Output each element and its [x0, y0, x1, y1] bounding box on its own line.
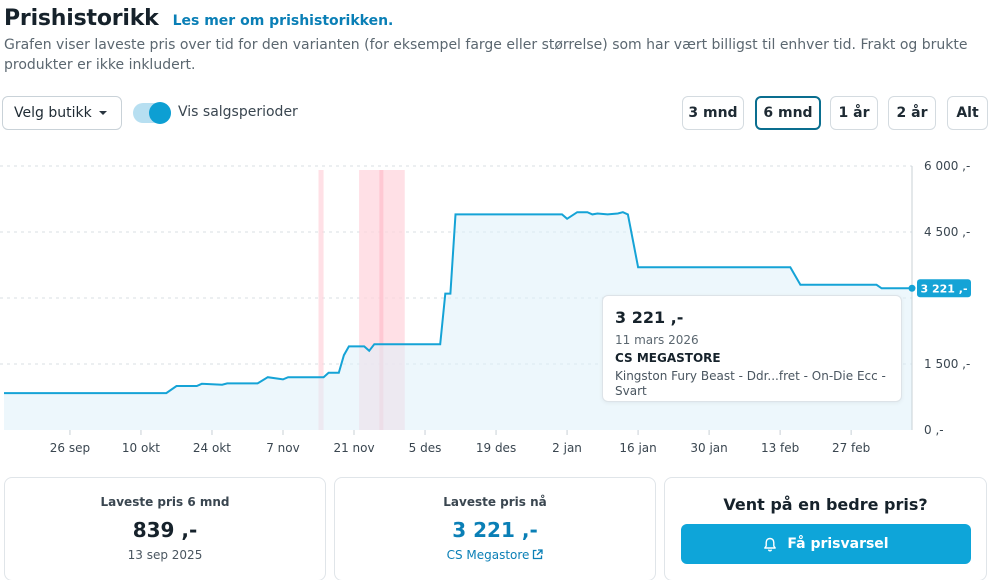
x-tick-label: 5 des	[409, 441, 442, 455]
sale-period-band	[318, 170, 324, 430]
price-alert-title: Vent på en bedre pris?	[723, 495, 928, 514]
sale-periods-label: Vis salgsperioder	[178, 104, 298, 120]
price-alert-button-label: Få prisvarsel	[787, 536, 889, 552]
x-tick-label: 2 jan	[552, 441, 582, 455]
x-tick-label: 24 okt	[193, 441, 231, 455]
x-tick-label: 30 jan	[690, 441, 727, 455]
range-1-year-button[interactable]: 1 år	[830, 96, 878, 130]
range-2-years-button[interactable]: 2 år	[888, 96, 936, 130]
page-description: Grafen viser laveste pris over tid for d…	[4, 37, 968, 73]
range-all-button[interactable]: Alt	[947, 96, 988, 130]
x-tick-label: 10 okt	[122, 441, 160, 455]
lowest-now-label: Laveste pris nå	[443, 495, 547, 509]
current-price-badge	[917, 279, 971, 298]
store-select-label: Velg butikk	[14, 105, 92, 121]
lowest-6-months-label: Laveste pris 6 mnd	[100, 495, 230, 509]
external-link-icon	[533, 549, 544, 560]
toggle-knob	[149, 102, 171, 124]
page-title: Prishistorikk	[4, 6, 159, 31]
range-6-months-button[interactable]: 6 mnd	[755, 96, 821, 130]
range-3-months-button[interactable]: 3 mnd	[682, 96, 744, 130]
x-tick-label: 21 nov	[333, 441, 374, 455]
price-line	[4, 211, 912, 395]
y-tick-label: 4 500 ,-	[924, 225, 970, 239]
store-select[interactable]: Velg butikk	[2, 96, 122, 130]
sale-periods-toggle[interactable]	[133, 102, 171, 124]
x-tick-label: 19 des	[476, 441, 516, 455]
x-tick-label: 13 feb	[761, 441, 799, 455]
tooltip-product: Kingston Fury Beast - Ddr...fret - On-Di…	[615, 369, 886, 398]
tooltip-price: 3 221 ,-	[615, 308, 684, 327]
x-tick-label: 16 jan	[619, 441, 656, 455]
lowest-6-months-card: Laveste pris 6 mnd 839 ,- 13 sep 2025	[4, 477, 326, 580]
learn-more-link[interactable]: Les mer om prishistorikken.	[172, 13, 394, 29]
lowest-6-months-value: 839 ,-	[132, 518, 198, 542]
tooltip-date: 11 mars 2026	[615, 333, 699, 347]
x-tick-label: 26 sep	[50, 441, 90, 455]
sale-period-band	[379, 170, 384, 430]
tooltip-store: CS MEGASTORE	[615, 351, 721, 365]
price-alert-card: Vent på en bedre pris? Få prisvarsel	[664, 477, 987, 580]
price-tooltip: 3 221 ,- 11 mars 2026 CS MEGASTORE Kings…	[602, 295, 902, 402]
y-tick-label: 0 ,-	[924, 423, 944, 437]
current-price-label: 3 221 ,-	[920, 282, 967, 295]
lowest-now-store-link[interactable]: CS Megastore	[335, 548, 655, 562]
chevron-down-icon	[99, 111, 107, 115]
y-tick-label: 1 500 ,-	[924, 357, 970, 371]
x-tick-label: 7 nov	[266, 441, 300, 455]
bell-icon	[764, 537, 777, 552]
store-link-label: CS Megastore	[446, 548, 530, 562]
price-alert-button[interactable]: Få prisvarsel	[681, 524, 971, 564]
lowest-6-months-date: 13 sep 2025	[127, 548, 203, 562]
lowest-now-card: Laveste pris nå 3 221 ,- CS Megastore	[334, 477, 656, 580]
current-price-marker	[908, 284, 916, 292]
x-tick-label: 27 feb	[832, 441, 870, 455]
y-tick-label: 6 000 ,-	[924, 159, 970, 173]
lowest-now-value: 3 221 ,-	[452, 518, 538, 542]
